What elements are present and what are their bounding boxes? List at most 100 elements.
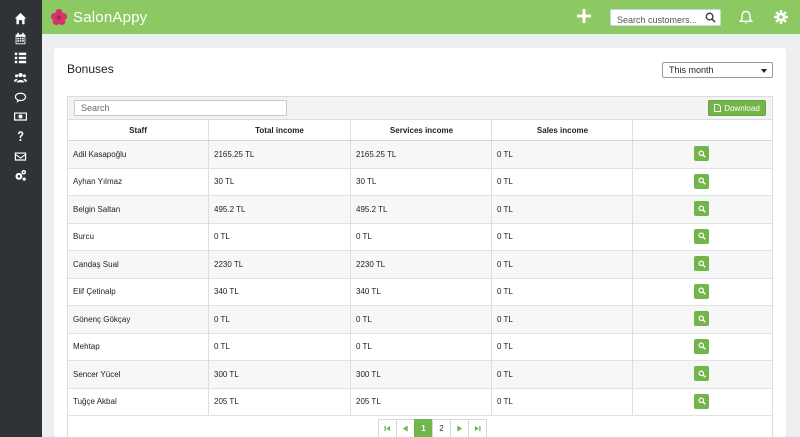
view-details-button[interactable] (694, 146, 709, 161)
cell-sales-income: 0 TL (497, 342, 513, 352)
view-details-button[interactable] (694, 201, 709, 216)
money-icon[interactable] (11, 107, 29, 125)
users-icon[interactable] (11, 68, 29, 86)
cell-services-income: 0 TL (356, 314, 372, 324)
top-bar: SalonAppy (42, 0, 800, 34)
cell-staff: Candaş Sual (73, 259, 119, 269)
cell-total-income: 0 TL (214, 314, 230, 324)
column-header-services-income[interactable]: Services income (389, 125, 454, 135)
magnifier-icon (697, 232, 706, 240)
cell-total-income: 30 TL (214, 177, 235, 187)
cell-total-income: 0 TL (214, 342, 230, 352)
cell-sales-income: 0 TL (497, 149, 513, 159)
cell-services-income: 30 TL (356, 177, 377, 187)
view-details-button[interactable] (694, 256, 709, 271)
pagination: 1 2 (378, 419, 487, 437)
cell-staff: Sencer Yücel (73, 369, 121, 379)
view-details-button[interactable] (694, 366, 709, 381)
table-row: Mehtap 0 TL 0 TL 0 TL (68, 333, 772, 361)
table-row: Gönenç Gökçay 0 TL 0 TL 0 TL (68, 306, 772, 334)
table-row: Ayhan Yılmaz 30 TL 30 TL 0 TL (68, 168, 772, 196)
cell-services-income: 340 TL (356, 287, 381, 297)
chat-icon[interactable] (11, 88, 29, 106)
table-row: Belgin Saltan 495.2 TL 495.2 TL 0 TL (68, 196, 772, 224)
prev-page-button[interactable] (396, 419, 415, 437)
magnifier-icon (697, 287, 706, 295)
table-toolbar: Download (68, 97, 772, 120)
column-header-staff[interactable]: Staff (129, 125, 147, 135)
cell-sales-income: 0 TL (497, 259, 513, 269)
customer-search-input[interactable] (611, 12, 699, 28)
first-page-button[interactable] (378, 419, 397, 437)
page-1-button[interactable]: 1 (414, 419, 433, 437)
mail-icon[interactable] (11, 147, 29, 165)
period-select[interactable]: This month (662, 62, 773, 78)
cell-sales-income: 0 TL (497, 314, 513, 324)
bell-icon[interactable] (739, 10, 753, 25)
table-row: Sencer Yücel 300 TL 300 TL 0 TL (68, 361, 772, 389)
cell-total-income: 2230 TL (214, 259, 244, 269)
cell-total-income: 205 TL (214, 397, 239, 407)
help-icon[interactable] (11, 127, 29, 145)
table-row: Burcu 0 TL 0 TL 0 TL (68, 223, 772, 251)
flower-logo-icon (50, 8, 68, 26)
view-details-button[interactable] (694, 173, 709, 189)
view-details-button[interactable] (694, 228, 709, 244)
table-row: Adil Kasapoğlu 2165.25 TL 2165.25 TL 0 TL (68, 141, 772, 169)
column-header-sales-income[interactable]: Sales income (536, 125, 589, 135)
search-icon[interactable] (705, 12, 716, 23)
cell-sales-income: 0 TL (497, 177, 513, 187)
column-header-total-income[interactable]: Total income (255, 125, 304, 135)
table-row: Tuğçe Akbal 205 TL 205 TL 0 TL (68, 388, 772, 416)
calendar-icon[interactable] (11, 29, 29, 47)
view-details-button[interactable] (694, 338, 709, 354)
cell-staff: Adil Kasapoğlu (73, 149, 127, 159)
view-details-button[interactable] (694, 283, 709, 299)
cell-sales-income: 0 TL (497, 397, 513, 407)
magnifier-icon (697, 314, 706, 323)
add-icon[interactable] (577, 9, 591, 23)
download-button[interactable]: Download (708, 100, 766, 116)
logo[interactable]: SalonAppy (50, 7, 147, 27)
table-header: Staff Total income Services income Sales… (68, 120, 772, 141)
cell-staff: Mehtap (73, 342, 100, 352)
view-details-button[interactable] (694, 311, 709, 326)
table-search-input[interactable] (74, 100, 287, 116)
app-name: SalonAppy (73, 8, 148, 26)
magnifier-icon (697, 397, 706, 405)
cell-total-income: 495.2 TL (214, 204, 246, 214)
cell-staff: Gönenç Gökçay (73, 314, 131, 324)
customer-search (610, 9, 721, 28)
cell-total-income: 300 TL (214, 369, 239, 379)
period-select-value: This month (669, 65, 714, 75)
magnifier-icon (697, 177, 706, 185)
prev-page-icon (402, 425, 408, 432)
table-row: Candaş Sual 2230 TL 2230 TL 0 TL (68, 251, 772, 279)
last-page-button[interactable] (468, 419, 487, 437)
settings-icon[interactable] (11, 166, 29, 184)
page-2-button[interactable]: 2 (432, 419, 451, 437)
cell-services-income: 300 TL (356, 369, 381, 379)
column-header-actions (633, 120, 772, 140)
view-details-button[interactable] (694, 393, 709, 409)
sidebar (0, 0, 42, 437)
main-panel: Bonuses This month Download Staff Total … (54, 48, 786, 437)
cell-sales-income: 0 TL (497, 369, 513, 379)
bonuses-table: Download Staff Total income Services inc… (67, 96, 773, 437)
cell-staff: Burcu (73, 232, 94, 242)
next-page-button[interactable] (450, 419, 469, 437)
magnifier-icon (697, 204, 706, 213)
list-icon[interactable] (11, 48, 29, 66)
cell-staff: Belgin Saltan (73, 204, 121, 214)
magnifier-icon (697, 342, 706, 350)
page-title: Bonuses (67, 62, 114, 76)
cell-total-income: 0 TL (214, 232, 230, 242)
gear-icon[interactable] (774, 10, 788, 24)
last-page-icon (474, 425, 481, 432)
cell-services-income: 2230 TL (356, 259, 386, 269)
cell-services-income: 0 TL (356, 342, 372, 352)
magnifier-icon (697, 149, 706, 158)
next-page-icon (457, 425, 463, 432)
home-icon[interactable] (11, 9, 29, 27)
cell-sales-income: 0 TL (497, 232, 513, 242)
